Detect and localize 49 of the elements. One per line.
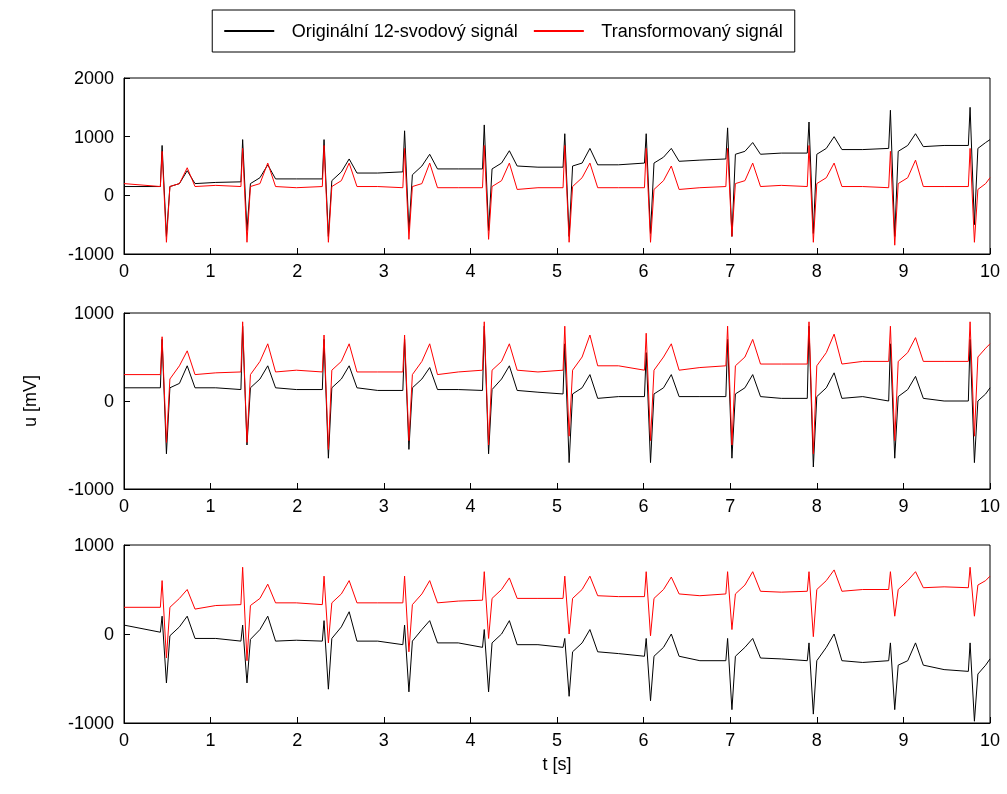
x-tick-label: 4: [465, 261, 476, 281]
x-tick-label: 8: [811, 261, 822, 281]
x-tick-label: 5: [551, 261, 563, 281]
x-tick-label: 5: [551, 730, 563, 750]
x-tick-label: 9: [898, 496, 909, 516]
x-tick-label: 4: [465, 730, 476, 750]
y-tick-label: -1000: [67, 244, 114, 264]
x-tick-label: 8: [811, 730, 822, 750]
x-tick-label: 10: [979, 261, 1001, 281]
x-tick-label: 10: [979, 730, 1001, 750]
x-tick-label: 1: [205, 261, 216, 281]
x-tick-label: 5: [551, 496, 563, 516]
x-tick-label: 2: [292, 496, 303, 516]
y-tick-label: 0: [103, 391, 114, 411]
x-tick-label: 7: [725, 261, 736, 281]
y-tick-label: 0: [103, 185, 114, 206]
legend-label: Originální 12-svodový signál: [291, 21, 518, 41]
x-tick-label: 9: [898, 730, 909, 750]
x-tick-label: 7: [725, 730, 736, 750]
x-tick-label: 8: [811, 496, 822, 516]
x-tick-label: 0: [118, 261, 130, 281]
x-tick-label: 9: [898, 261, 909, 281]
legend-label: Transformovaný signál: [601, 21, 783, 41]
line-series: [123, 566, 991, 662]
y-tick-label: 2000: [73, 68, 114, 88]
y-tick-label: 1000: [73, 126, 114, 147]
x-tick-label: 3: [378, 730, 389, 750]
x-tick-label: 10: [979, 496, 1001, 516]
y-axis-title: u [mV]: [20, 374, 40, 428]
y-tick-label: 1000: [73, 535, 114, 555]
x-tick-label: 3: [378, 261, 389, 281]
y-tick-label: -1000: [67, 479, 114, 499]
x-tick-label: 0: [118, 730, 130, 750]
line-series: [123, 144, 991, 246]
x-tick-label: 2: [292, 730, 303, 750]
x-tick-label: 6: [638, 261, 649, 281]
y-tick-label: 0: [103, 624, 114, 644]
y-tick-label: 1000: [73, 303, 114, 323]
x-tick-label: 6: [638, 496, 649, 516]
x-tick-label: 0: [118, 496, 130, 516]
x-tick-label: 1: [205, 496, 216, 516]
x-tick-label: 2: [292, 261, 303, 281]
x-tick-label: 1: [205, 730, 216, 750]
x-tick-label: 4: [465, 496, 476, 516]
x-axis-title: t [s]: [542, 754, 572, 774]
y-tick-label: -1000: [67, 713, 114, 733]
x-tick-label: 7: [725, 496, 736, 516]
x-tick-label: 6: [638, 730, 649, 750]
x-tick-label: 3: [378, 496, 389, 516]
